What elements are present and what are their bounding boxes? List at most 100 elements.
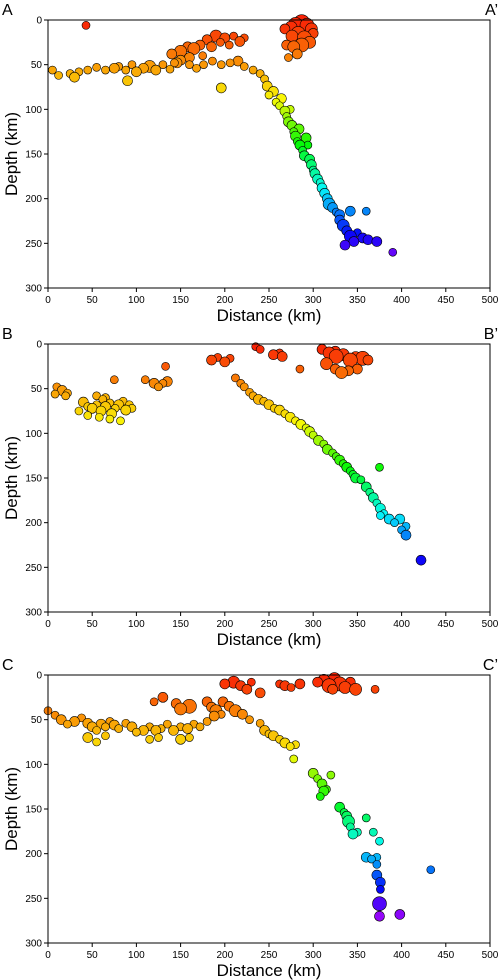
- hypocenter-point: [74, 406, 84, 416]
- x-tick-label: 350: [349, 950, 366, 961]
- hypocenter-point: [216, 60, 226, 69]
- hypocenter-point: [225, 58, 235, 68]
- y-tick-label: 200: [25, 194, 42, 205]
- x-tick-label: 400: [393, 950, 410, 961]
- y-tick-label: 0: [36, 340, 42, 351]
- hypocenter-point: [328, 349, 344, 364]
- x-tick-label: 300: [305, 950, 322, 961]
- hypocenter-point: [206, 41, 217, 53]
- plot-frame: [47, 343, 491, 613]
- hypocenter-point: [69, 71, 80, 83]
- x-tick-label: 50: [87, 619, 99, 630]
- hypocenter-point: [101, 722, 110, 732]
- hypocenter-layer: [50, 342, 427, 566]
- hypocenter-point: [168, 725, 179, 736]
- hypocenter-point: [92, 726, 101, 735]
- x-tick-label: 50: [87, 295, 99, 306]
- hypocenter-point: [121, 65, 131, 75]
- x-tick-label: 250: [261, 619, 278, 630]
- hypocenter-point: [294, 678, 306, 690]
- hypocenter-point: [237, 709, 248, 720]
- hypocenter-layer: [48, 14, 398, 257]
- hypocenter-point: [254, 687, 266, 699]
- hypocenter-point: [158, 60, 168, 69]
- hypocenter-point: [268, 349, 279, 361]
- hypocenter-point: [390, 518, 399, 527]
- x-tick-label: 0: [45, 295, 51, 306]
- hypocenter-point: [327, 683, 338, 695]
- hypocenter-point: [175, 734, 186, 745]
- y-tick-label: 150: [25, 474, 42, 485]
- hypocenter-point: [140, 375, 150, 385]
- hypocenter-point: [284, 53, 293, 62]
- y-tick-label: 150: [25, 805, 42, 816]
- hypocenter-layer: [43, 672, 436, 922]
- profile-end-label: A’: [485, 2, 498, 19]
- hypocenter-point: [114, 724, 124, 733]
- y-tick-label: 250: [25, 894, 42, 905]
- x-tick-label: 50: [87, 950, 99, 961]
- hypocenter-point: [291, 48, 303, 60]
- hypocenter-point: [94, 412, 104, 422]
- hypocenter-point: [145, 735, 154, 744]
- hypocenter-point: [92, 63, 101, 72]
- hypocenter-point: [231, 373, 240, 383]
- hypocenter-point: [370, 684, 380, 694]
- hypocenter-point: [224, 40, 234, 50]
- hypocenter-point: [255, 718, 265, 728]
- y-tick-label: 300: [25, 608, 42, 619]
- hypocenter-point: [286, 683, 296, 692]
- hypocenter-point: [170, 58, 179, 68]
- hypocenter-point: [255, 345, 265, 354]
- hypocenter-point: [131, 66, 142, 78]
- hypocenter-point: [101, 65, 110, 75]
- y-tick-label: 100: [25, 105, 42, 116]
- hypocenter-point: [192, 63, 201, 73]
- x-tick-label: 0: [45, 619, 51, 630]
- hypocenter-point: [54, 71, 63, 80]
- hypocenter-point: [234, 36, 246, 47]
- y-tick-label: 200: [25, 518, 42, 529]
- hypocenter-point: [374, 910, 385, 922]
- x-tick-label: 0: [45, 950, 51, 961]
- y-tick-label: 300: [25, 284, 42, 295]
- y-tick-label: 100: [25, 760, 42, 771]
- hypocenter-point: [375, 836, 384, 846]
- x-tick-label: 500: [482, 295, 499, 306]
- hypocenter-point: [285, 742, 295, 751]
- hypocenter-point: [174, 702, 187, 716]
- hypocenter-point: [426, 865, 436, 875]
- y-tick-label: 50: [31, 384, 43, 395]
- hypocenter-point: [185, 733, 194, 742]
- hypocenter-point: [185, 60, 194, 69]
- x-tick-label: 200: [216, 295, 233, 306]
- hypocenter-point: [199, 60, 208, 69]
- hypocenter-point: [154, 733, 163, 742]
- hypocenter-point: [367, 854, 376, 864]
- x-tick-label: 450: [437, 950, 454, 961]
- hypocenter-point: [361, 813, 371, 823]
- hypocenter-point: [187, 42, 201, 55]
- y-tick-label: 0: [36, 16, 42, 27]
- x-axis-title: Distance (km): [217, 306, 322, 325]
- x-tick-label: 300: [305, 295, 322, 306]
- x-tick-label: 150: [172, 950, 189, 961]
- y-tick-label: 100: [25, 429, 42, 440]
- hypocenter-point: [132, 727, 141, 737]
- hypocenter-point: [81, 21, 91, 30]
- hypocenter-point: [339, 239, 351, 251]
- hypocenter-point: [61, 391, 70, 401]
- hypocenter-point: [92, 737, 101, 747]
- hypocenter-point: [362, 234, 374, 246]
- profile-start-label: B: [2, 326, 13, 343]
- hypocenter-point: [335, 366, 348, 379]
- hypocenter-point: [376, 885, 385, 894]
- hypocenter-point: [50, 389, 60, 399]
- hypocenter-point: [315, 792, 325, 801]
- hypocenter-point: [241, 683, 253, 695]
- hypocenter-point: [347, 828, 359, 840]
- hypocenter-point: [109, 62, 120, 74]
- y-tick-label: 250: [25, 239, 42, 250]
- hypocenter-point: [161, 362, 170, 371]
